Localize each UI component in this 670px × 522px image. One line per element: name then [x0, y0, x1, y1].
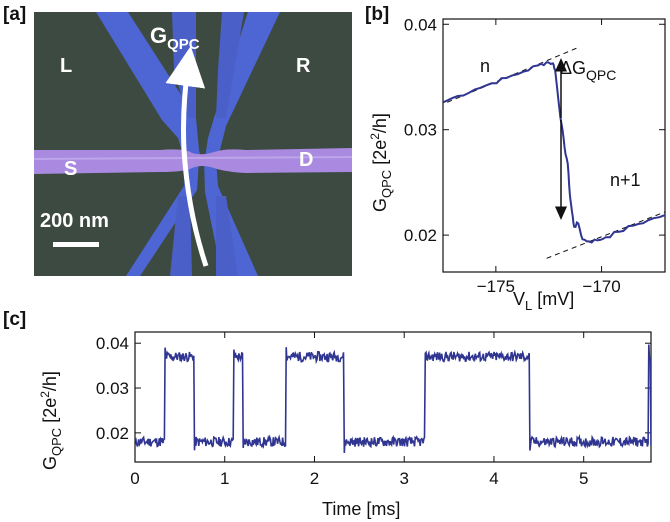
plot-c-xlabel: Time [ms]: [322, 499, 400, 519]
left-gate-label: L: [60, 55, 72, 77]
time-trace: [135, 344, 651, 453]
n-plus-1-annotation: n+1: [610, 170, 641, 190]
x-tick-label: 3: [399, 469, 408, 488]
plot-b-ylabel: GQPC [2e2/h]: [368, 113, 394, 212]
y-tick-label: 0.03: [404, 121, 437, 140]
panel-b-label: [b]: [365, 4, 389, 25]
guide-line: [447, 47, 579, 103]
drain-label: D: [299, 149, 313, 171]
conductance-trace: [443, 61, 665, 244]
y-tick-label: 0.03: [96, 379, 129, 398]
scale-bar: [53, 242, 99, 247]
x-tick-label: −170: [582, 277, 620, 296]
plot-b-guides: [447, 47, 665, 259]
delta-g-annotation: ΔGQPC: [560, 58, 616, 83]
x-tick-label: −175: [477, 277, 515, 296]
micrograph-title: GQPC: [150, 23, 200, 53]
plot-b-ticks: −175 −170 0.02 0.03 0.04: [404, 15, 665, 296]
plot-b-frame: [442, 18, 666, 273]
panel-b: [b] −175 −170 0.02 0.03 0.04 ΔGQPC n n+1 VL …: [365, 4, 666, 313]
x-tick-label: 0: [130, 469, 139, 488]
current-arrow-icon: [165, 46, 209, 267]
panel-c: [c] 0 1 2 3 4 5 0.02 0.03 0.04 Time [ms] GQPC [2…: [3, 309, 652, 519]
nanowire: [34, 148, 352, 174]
guide-line: [546, 211, 665, 259]
plot-c-ticks: 0 1 2 3 4 5 0.02 0.03 0.04: [96, 332, 651, 488]
x-tick-label: 5: [579, 469, 588, 488]
y-tick-label: 0.04: [96, 334, 129, 353]
y-tick-label: 0.02: [404, 226, 437, 245]
plot-c-ylabel: GQPC [2e2/h]: [38, 371, 64, 470]
panel-c-label: [c]: [3, 309, 26, 330]
source-label: S: [64, 158, 77, 180]
plot-b-xlabel: VL [mV]: [513, 289, 574, 313]
scale-bar-label: 200 nm: [40, 210, 109, 232]
right-gate-label: R: [296, 55, 311, 77]
panel-a-label: [a]: [3, 4, 26, 25]
plot-c-series: [135, 344, 651, 453]
n-annotation: n: [480, 56, 490, 76]
gate-electrodes: [96, 12, 280, 276]
sem-micrograph: GQPC L R S D 200 nm: [33, 12, 353, 276]
plot-b-series: [443, 61, 665, 244]
y-tick-label: 0.04: [404, 15, 437, 34]
x-tick-label: 2: [310, 469, 319, 488]
x-tick-label: 4: [489, 469, 498, 488]
x-tick-label: 1: [220, 469, 229, 488]
panel-a: [a] GQPC L: [3, 4, 353, 276]
y-tick-label: 0.02: [96, 424, 129, 443]
